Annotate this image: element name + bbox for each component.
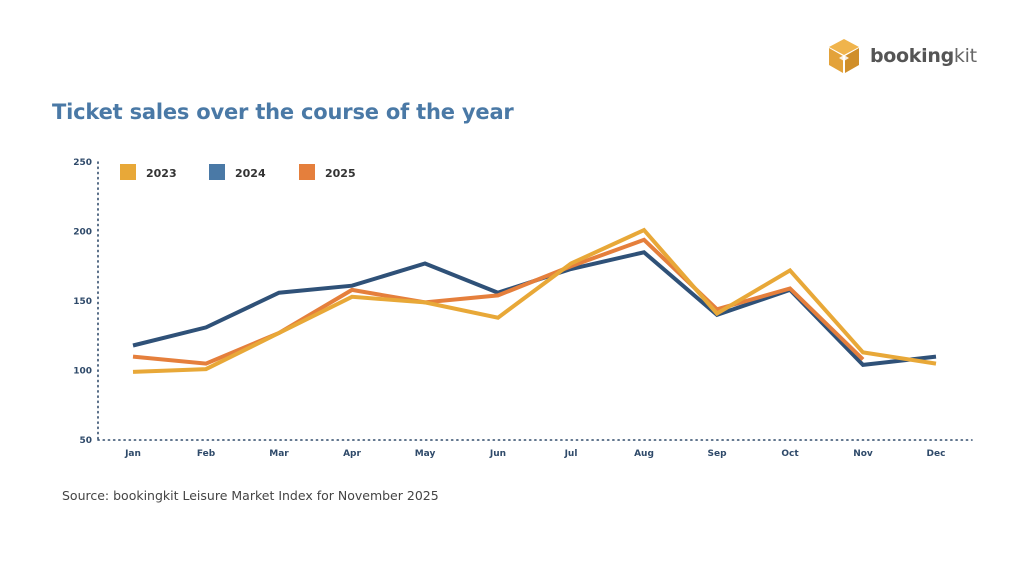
x-tick-label: May	[415, 449, 436, 459]
brand-logo: bookingkit	[828, 38, 977, 74]
series-lines	[132, 227, 937, 374]
x-tick-label: Apr	[343, 449, 361, 459]
legend-swatch	[209, 164, 225, 180]
tick-labels: 50 100 150 200 250 Jan Feb Mar Apr May Jun Jul Aug Se…	[73, 158, 945, 459]
x-tick-label: Mar	[269, 449, 289, 459]
x-tick-label: Jul	[564, 449, 578, 459]
source-note: Source: bookingkit Leisure Market Index …	[62, 488, 439, 503]
brand-name: bookingkit	[870, 45, 977, 67]
legend-item-2024: 2024	[209, 164, 266, 180]
axes	[97, 161, 973, 441]
x-tick-label: Dec	[927, 449, 946, 459]
legend-swatch	[120, 164, 136, 180]
legend-label: 2025	[325, 167, 356, 180]
legend-label: 2024	[235, 167, 266, 180]
brand-name-light: kit	[953, 45, 977, 67]
x-tick-label: Jan	[124, 449, 141, 459]
legend: 2023 2024 2025	[120, 164, 356, 180]
x-tick-label: Nov	[853, 449, 873, 459]
legend-item-2023: 2023	[120, 164, 177, 180]
series-line-2024	[132, 250, 937, 367]
legend-label: 2023	[146, 167, 177, 180]
x-tick-label: Sep	[707, 449, 727, 459]
series-line-2023	[132, 227, 937, 374]
x-tick-label: Aug	[634, 449, 654, 459]
x-tick-label: Feb	[197, 449, 216, 459]
box-icon	[829, 39, 859, 73]
legend-swatch	[299, 164, 315, 180]
brand-name-bold: booking	[870, 45, 954, 67]
legend-item-2025: 2025	[299, 164, 356, 180]
chart-title: Ticket sales over the course of the year	[52, 100, 514, 124]
y-tick-label: 200	[73, 228, 92, 238]
x-tick-label: Oct	[781, 449, 799, 459]
x-tick-label: Jun	[489, 449, 506, 459]
y-tick-label: 250	[73, 158, 92, 168]
y-tick-label: 100	[73, 367, 92, 377]
y-tick-label: 150	[73, 297, 92, 307]
y-tick-label: 50	[79, 436, 92, 446]
